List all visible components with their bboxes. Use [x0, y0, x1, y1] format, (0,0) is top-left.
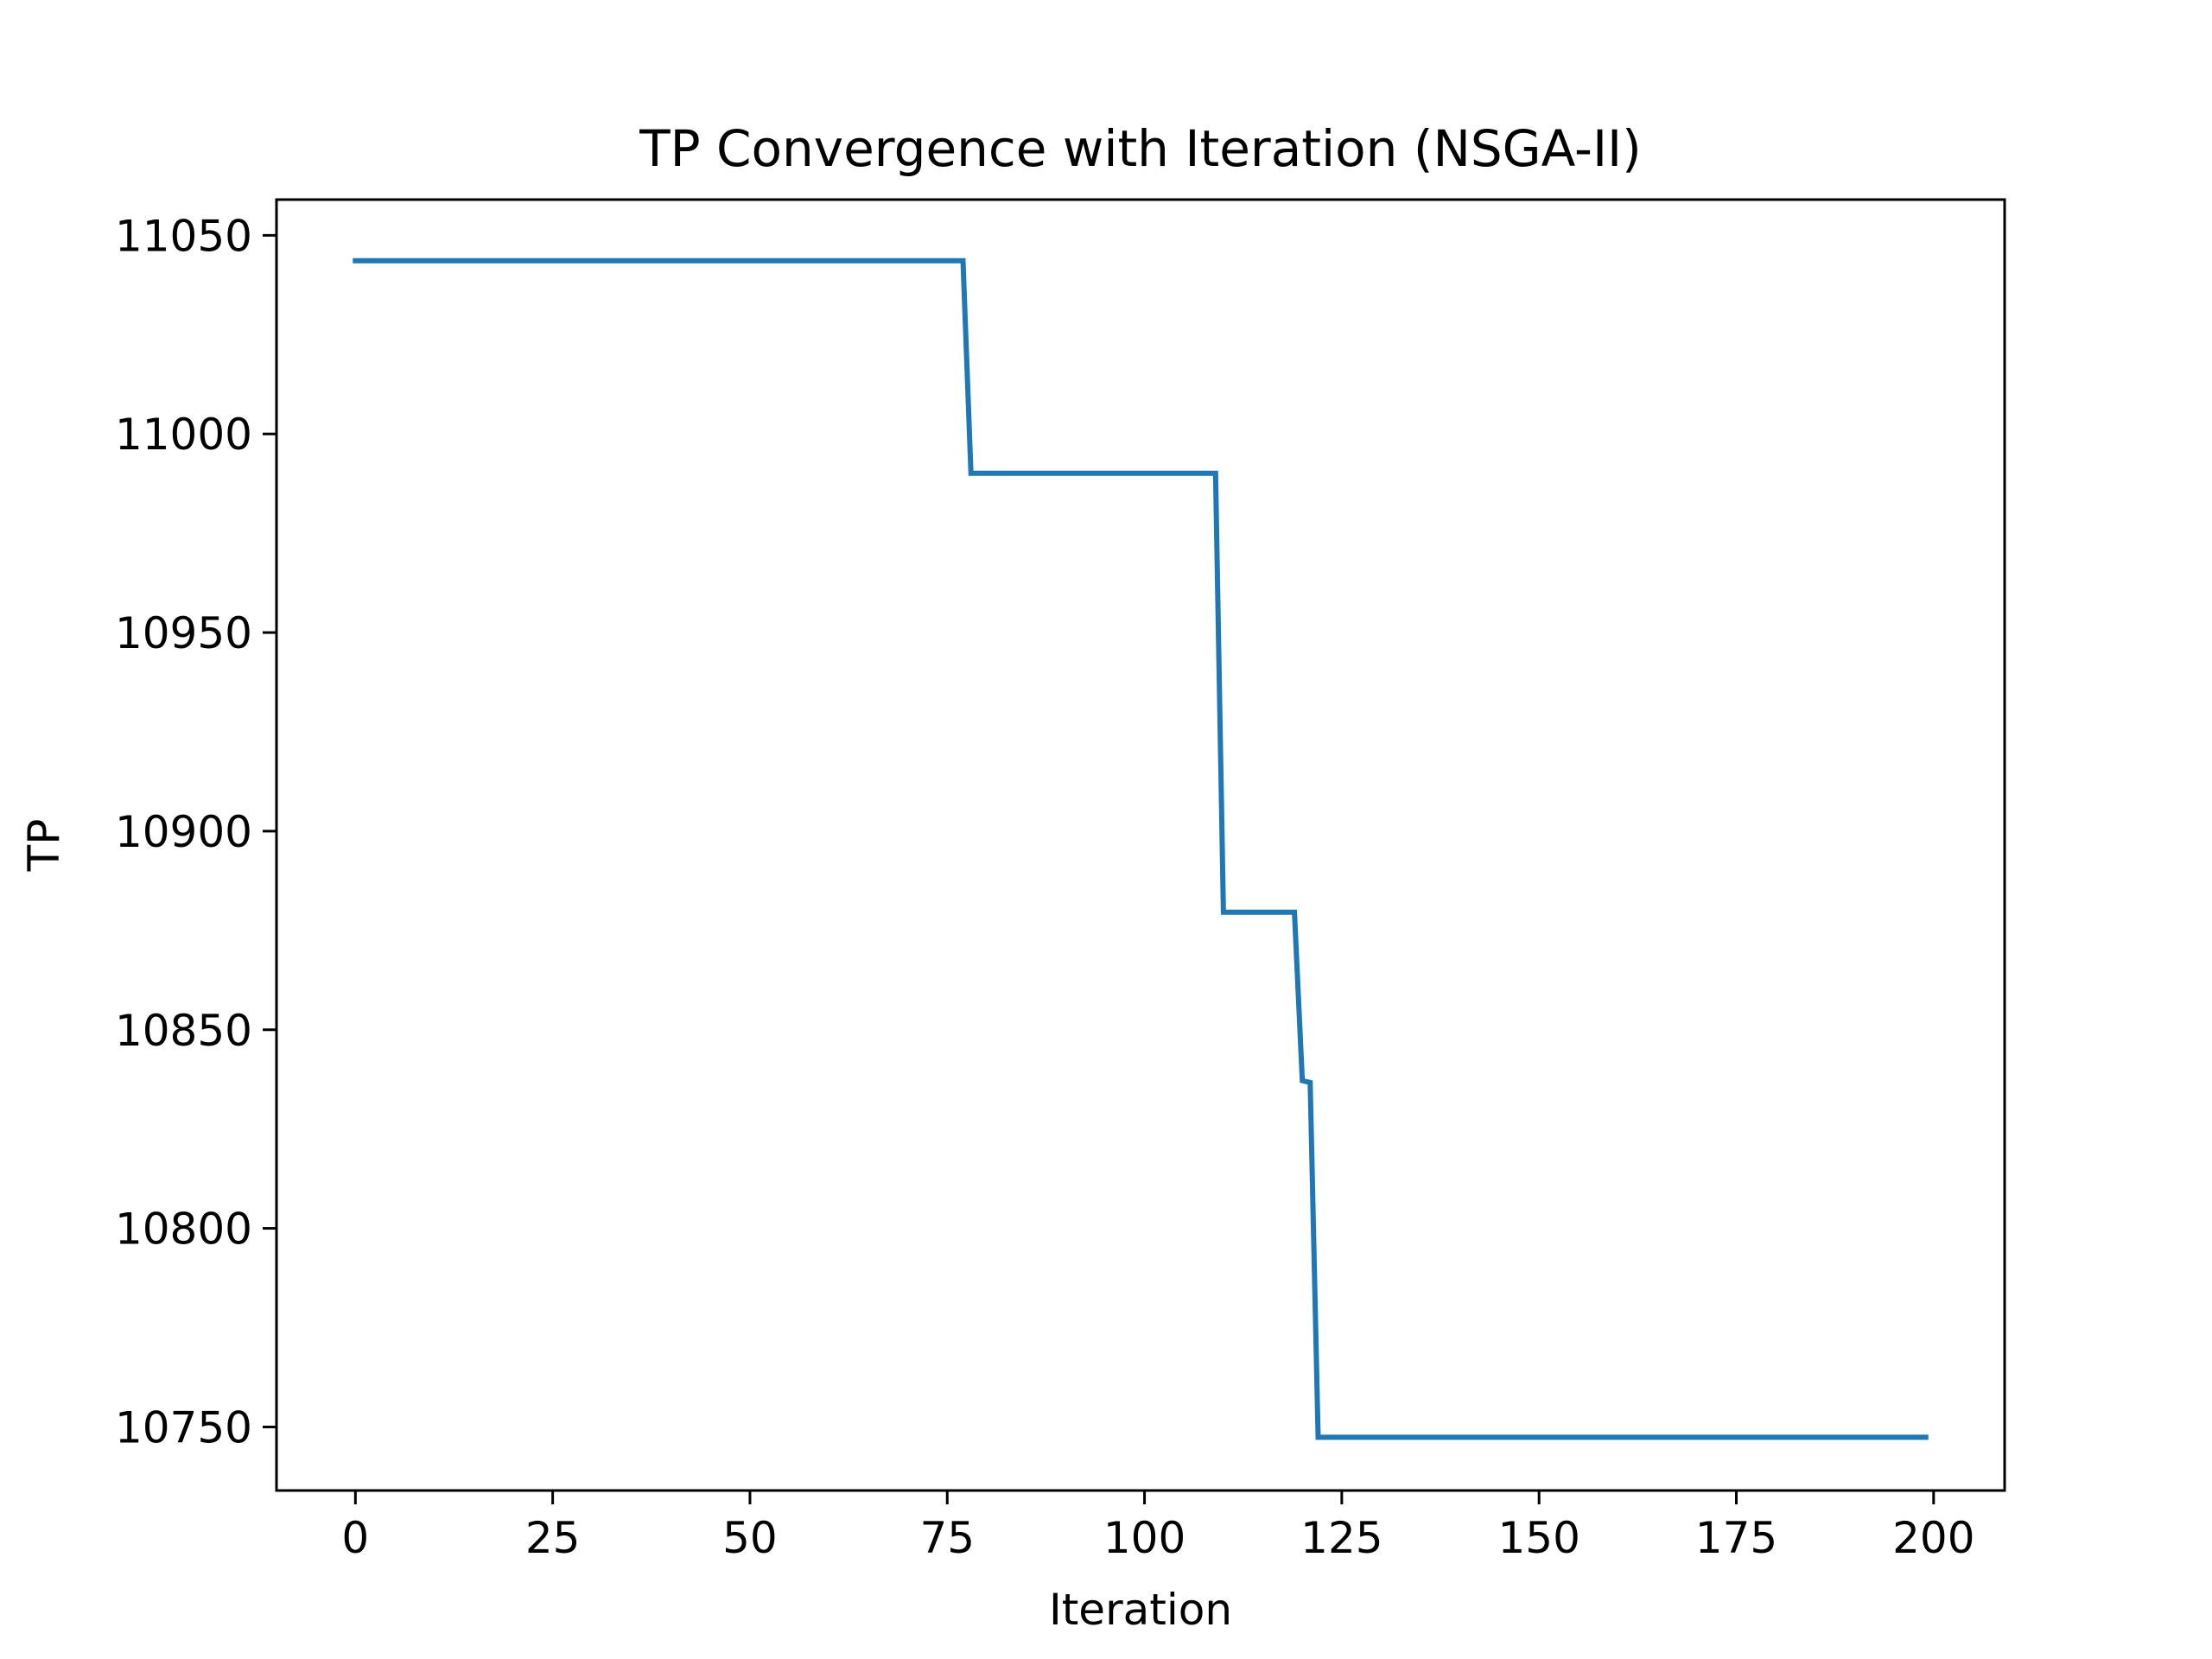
x-tick-label: 50 [722, 1513, 778, 1563]
axes-frame [275, 198, 2006, 1492]
chart-title: TP Convergence with Iteration (NSGA-II) [639, 119, 1642, 178]
y-tick-label: 11050 [115, 211, 252, 261]
y-axis-label: TP [19, 819, 69, 873]
x-tick-label: 75 [919, 1513, 975, 1563]
x-tick-label: 100 [1103, 1513, 1185, 1563]
x-tick-label: 25 [525, 1513, 581, 1563]
x-axis: 0 25 50 75 100 125 150 175 200 [341, 1491, 1975, 1563]
y-tick-label: 11000 [115, 410, 252, 460]
plot-area [353, 257, 1929, 1440]
x-tick-label: 150 [1497, 1513, 1580, 1563]
x-tick-label: 0 [341, 1513, 369, 1563]
y-tick-label: 10800 [115, 1205, 252, 1255]
y-tick-label: 10850 [115, 1006, 252, 1056]
x-tick-label: 125 [1300, 1513, 1382, 1563]
y-tick-label: 10900 [115, 807, 252, 857]
x-tick-label: 200 [1892, 1513, 1974, 1563]
y-tick-label: 10950 [115, 608, 252, 658]
x-tick-label: 175 [1695, 1513, 1777, 1563]
series-line [353, 257, 1929, 1440]
x-axis-label: Iteration [1049, 1585, 1232, 1635]
y-axis: 10750 10800 10850 10900 10950 11000 11050 [115, 211, 276, 1452]
y-tick-label: 10750 [115, 1402, 252, 1452]
